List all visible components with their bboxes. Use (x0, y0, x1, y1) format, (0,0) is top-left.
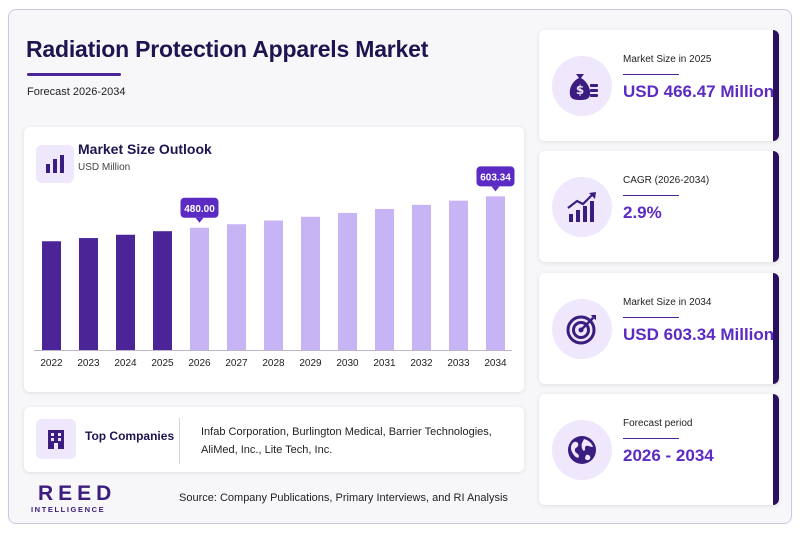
kpi-icon-wrap (552, 177, 612, 237)
source-note: Source: Company Publications, Primary In… (179, 492, 508, 504)
companies-label: Top Companies (85, 429, 175, 443)
kpi-label: Market Size in 2034 (623, 297, 712, 308)
x-tick-label-2032: 2032 (410, 358, 433, 369)
chart-title: Market Size Outlook (78, 141, 212, 157)
building-icon (48, 430, 64, 449)
bar-2025 (153, 231, 172, 350)
kpi-divider (623, 195, 679, 196)
kpi-card-cagr: CAGR (2026-2034) 2.9% (539, 151, 779, 262)
kpi-icon-wrap (552, 420, 612, 480)
x-tick-label-2029: 2029 (299, 358, 322, 369)
page-subtitle: Forecast 2026-2034 (27, 86, 126, 98)
companies-list: Infab Corporation, Burlington Medical, B… (201, 426, 492, 456)
kpi-divider (623, 74, 679, 75)
x-tick-label-2030: 2030 (336, 358, 359, 369)
kpi-label: Forecast period (623, 418, 693, 429)
page-title: Radiation Protection Apparels Market (26, 36, 429, 62)
x-tick-label-2031: 2031 (373, 358, 396, 369)
target-icon (566, 315, 596, 345)
kpi-card-market-2025: $ Market Size in 2025 USD 466.47 Million (539, 30, 779, 141)
svg-text:603.34: 603.34 (480, 172, 511, 183)
kpi-icon-wrap: $ (552, 56, 612, 116)
title-underline (27, 73, 121, 76)
x-tick-label-2023: 2023 (77, 358, 100, 369)
bar-2030 (338, 212, 357, 350)
x-tick-label-2025: 2025 (151, 358, 174, 369)
growth-chart-icon (567, 192, 596, 222)
bar-2029 (301, 216, 320, 350)
x-tick-label-2028: 2028 (262, 358, 285, 369)
kpi-icon-wrap (552, 299, 612, 359)
x-tick-label-2022: 2022 (40, 358, 63, 369)
kpi-value: 2.9% (623, 203, 662, 222)
kpi-card-market-2034: Market Size in 2034 USD 603.34 Million (539, 273, 779, 384)
companies-card (24, 407, 524, 472)
bar-2031 (375, 208, 394, 350)
x-tick-label-2033: 2033 (447, 358, 470, 369)
kpi-divider (623, 438, 679, 439)
svg-text:480.00: 480.00 (184, 204, 215, 215)
bar-2024 (116, 234, 135, 350)
kpi-value: USD 466.47 Million (623, 82, 775, 101)
kpi-card-forecast-period: Forecast period 2026 - 2034 (539, 394, 779, 505)
companies-icon-box (36, 419, 76, 459)
bar-2032 (412, 204, 431, 350)
logo-subtitle: INTELLIGENCE (31, 505, 106, 514)
x-tick-label-2027: 2027 (225, 358, 248, 369)
data-label-2026: 480.00 (180, 197, 219, 223)
bar-2027 (227, 224, 246, 350)
bar-2028 (264, 220, 283, 350)
bar-2033 (449, 200, 468, 350)
money-bag-icon: $ (569, 74, 598, 100)
bar-chart-icon (46, 155, 64, 173)
bar-2026 (190, 227, 209, 350)
x-tick-label-2024: 2024 (114, 358, 137, 369)
logo-wordmark: REED (38, 482, 117, 505)
bar-2023 (79, 238, 98, 350)
bar-2022 (42, 241, 61, 350)
kpi-label: CAGR (2026-2034) (623, 175, 710, 186)
bar-chart: 2022 2023 2024 2025 2026 480.00 2027 2028 2029 20… (34, 166, 515, 369)
kpi-divider (623, 317, 679, 318)
data-label-2034: 603.34 (476, 166, 515, 192)
kpi-value: 2026 - 2034 (623, 446, 714, 465)
svg-text:$: $ (576, 83, 584, 97)
chart-unit: USD Million (78, 162, 131, 173)
kpi-label: Market Size in 2025 (623, 54, 712, 65)
x-tick-label-2026: 2026 (188, 358, 211, 369)
chart-icon-box (36, 145, 74, 183)
globe-icon (568, 436, 596, 464)
companies-divider (179, 418, 180, 464)
bar-2034 (486, 196, 505, 350)
x-tick-label-2034: 2034 (484, 358, 507, 369)
kpi-value: USD 603.34 Million (623, 325, 775, 344)
